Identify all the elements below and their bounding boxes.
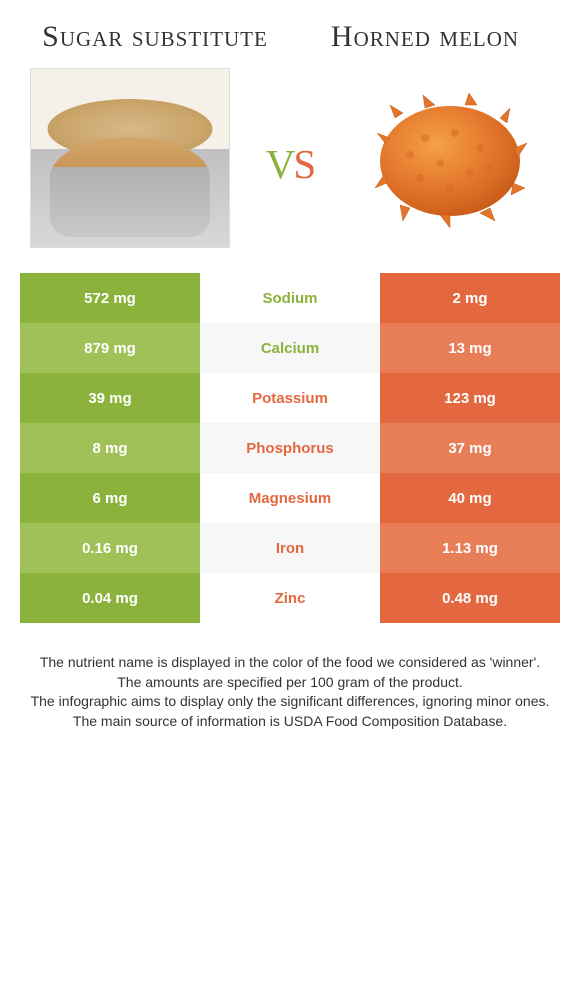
nutrient-comparison-table: 572 mgSodium2 mg879 mgCalcium13 mg39 mgP… [20, 273, 560, 623]
nutrient-value-right: 13 mg [380, 323, 560, 373]
nutrient-row: 8 mgPhosphorus37 mg [20, 423, 560, 473]
nutrient-value-right: 40 mg [380, 473, 560, 523]
nutrient-name: Calcium [200, 323, 380, 373]
footer-notes: The nutrient name is displayed in the co… [0, 623, 580, 751]
nutrient-value-right: 37 mg [380, 423, 560, 473]
horned-melon-image [350, 68, 550, 248]
nutrient-row: 572 mgSodium2 mg [20, 273, 560, 323]
nutrient-value-left: 8 mg [20, 423, 200, 473]
nutrient-value-left: 0.04 mg [20, 573, 200, 623]
nutrient-row: 39 mgPotassium123 mg [20, 373, 560, 423]
nutrient-name: Potassium [200, 373, 380, 423]
header-titles: Sugar substitute Horned melon [0, 0, 580, 63]
footer-note-line: The amounts are specified per 100 gram o… [20, 673, 560, 693]
nutrient-name: Phosphorus [200, 423, 380, 473]
nutrient-name: Zinc [200, 573, 380, 623]
nutrient-value-right: 2 mg [380, 273, 560, 323]
nutrient-value-left: 39 mg [20, 373, 200, 423]
nutrient-name: Magnesium [200, 473, 380, 523]
nutrient-row: 6 mgMagnesium40 mg [20, 473, 560, 523]
nutrient-value-left: 572 mg [20, 273, 200, 323]
nutrient-row: 879 mgCalcium13 mg [20, 323, 560, 373]
nutrient-value-left: 0.16 mg [20, 523, 200, 573]
title-right: Horned melon [304, 20, 547, 53]
footer-note-line: The nutrient name is displayed in the co… [20, 653, 560, 673]
nutrient-value-right: 123 mg [380, 373, 560, 423]
nutrient-value-left: 879 mg [20, 323, 200, 373]
images-row: vs [0, 63, 580, 273]
nutrient-value-right: 0.48 mg [380, 573, 560, 623]
nutrient-row: 0.04 mgZinc0.48 mg [20, 573, 560, 623]
nutrient-name: Sodium [200, 273, 380, 323]
nutrient-value-left: 6 mg [20, 473, 200, 523]
title-left: Sugar substitute [34, 20, 277, 53]
sugar-substitute-image [30, 68, 230, 248]
nutrient-row: 0.16 mgIron1.13 mg [20, 523, 560, 573]
footer-note-line: The infographic aims to display only the… [20, 692, 560, 712]
footer-note-line: The main source of information is USDA F… [20, 712, 560, 732]
nutrient-name: Iron [200, 523, 380, 573]
vs-label: vs [266, 125, 314, 192]
nutrient-value-right: 1.13 mg [380, 523, 560, 573]
